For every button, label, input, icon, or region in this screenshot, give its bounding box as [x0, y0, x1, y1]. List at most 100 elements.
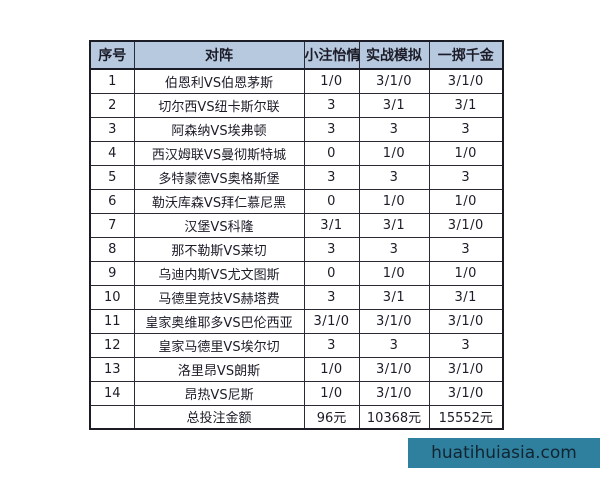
row-number-cell: 8	[89, 236, 135, 262]
row-number-cell: 1	[89, 68, 135, 94]
small-bet-value-cell: 3/1	[303, 212, 360, 238]
table-row: 14 昂热VS尼斯 1/0 3/1/0 3/1/0	[89, 380, 504, 406]
match-name-cell: 切尔西VS纽卡斯尔联	[133, 92, 305, 118]
match-name-cell: 伯恩利VS伯恩茅斯	[133, 68, 305, 94]
match-name-cell: 乌迪内斯VS尤文图斯	[133, 260, 305, 286]
match-name-cell: 洛里昂VS朗斯	[133, 356, 305, 382]
small-bet-value-cell: 3	[303, 236, 360, 262]
table-row: 6 勒沃库森VS拜仁慕尼黑 0 1/0 1/0	[89, 188, 504, 214]
table-row: 12 皇家马德里VS埃尔切 3 3 3	[89, 332, 504, 358]
table-row: 7 汉堡VS科隆 3/1 3/1 3/1/0	[89, 212, 504, 238]
match-name-cell: 那不勒斯VS莱切	[133, 236, 305, 262]
simulation-value-cell: 3/1/0	[358, 380, 430, 406]
big-bet-value-cell: 3/1	[428, 92, 504, 118]
simulation-value-cell: 3	[358, 164, 430, 190]
simulation-value-cell: 3	[358, 332, 430, 358]
header-small-bet: 小注怡情	[303, 40, 360, 70]
row-number-cell: 5	[89, 164, 135, 190]
match-name-cell: 汉堡VS科隆	[133, 212, 305, 238]
row-number-cell: 9	[89, 260, 135, 286]
row-number-cell: 14	[89, 380, 135, 406]
row-number-cell: 2	[89, 92, 135, 118]
row-number-cell: 3	[89, 116, 135, 142]
table-row: 1 伯恩利VS伯恩茅斯 1/0 3/1/0 3/1/0	[89, 68, 504, 94]
row-number-cell: 7	[89, 212, 135, 238]
row-number-cell: 12	[89, 332, 135, 358]
simulation-value-cell: 1/0	[358, 188, 430, 214]
table-row: 2 切尔西VS纽卡斯尔联 3 3/1 3/1	[89, 92, 504, 118]
big-bet-value-cell: 15552元	[428, 404, 504, 430]
table-row: 4 西汉姆联VS曼彻斯特城 0 1/0 1/0	[89, 140, 504, 166]
table-row: 8 那不勒斯VS莱切 3 3 3	[89, 236, 504, 262]
header-simulation: 实战模拟	[358, 40, 430, 70]
big-bet-value-cell: 3	[428, 236, 504, 262]
betting-table: 序号 对阵 小注怡情 实战模拟 一掷千金 1 伯恩利VS伯恩茅斯 1/0 3/1/0 3…	[89, 40, 504, 430]
simulation-value-cell: 3	[358, 116, 430, 142]
simulation-value-cell: 3/1	[358, 212, 430, 238]
table-row: 5 多特蒙德VS奥格斯堡 3 3 3	[89, 164, 504, 190]
row-number-cell: 4	[89, 140, 135, 166]
small-bet-value-cell: 3	[303, 284, 360, 310]
simulation-value-cell: 10368元	[358, 404, 430, 430]
small-bet-value-cell: 0	[303, 260, 360, 286]
table-header-row: 序号 对阵 小注怡情 实战模拟 一掷千金	[89, 40, 504, 70]
header-match: 对阵	[133, 40, 305, 70]
row-number-cell: 11	[89, 308, 135, 334]
big-bet-value-cell: 3	[428, 332, 504, 358]
big-bet-value-cell: 3/1/0	[428, 380, 504, 406]
big-bet-value-cell: 3	[428, 164, 504, 190]
small-bet-value-cell: 1/0	[303, 356, 360, 382]
match-name-cell: 皇家马德里VS埃尔切	[133, 332, 305, 358]
small-bet-value-cell: 3/1/0	[303, 308, 360, 334]
big-bet-value-cell: 1/0	[428, 188, 504, 214]
big-bet-value-cell: 1/0	[428, 140, 504, 166]
small-bet-value-cell: 1/0	[303, 68, 360, 94]
small-bet-value-cell: 3	[303, 92, 360, 118]
simulation-value-cell: 1/0	[358, 260, 430, 286]
big-bet-value-cell: 3/1/0	[428, 212, 504, 238]
simulation-value-cell: 3/1/0	[358, 68, 430, 94]
simulation-value-cell: 3	[358, 236, 430, 262]
match-name-cell: 勒沃库森VS拜仁慕尼黑	[133, 188, 305, 214]
simulation-value-cell: 3/1/0	[358, 308, 430, 334]
row-number-cell: 10	[89, 284, 135, 310]
row-number-cell: 6	[89, 188, 135, 214]
match-name-cell: 皇家奥维耶多VS巴伦西亚	[133, 308, 305, 334]
big-bet-value-cell: 3/1/0	[428, 308, 504, 334]
match-name-cell: 昂热VS尼斯	[133, 380, 305, 406]
header-big-bet: 一掷千金	[428, 40, 504, 70]
watermark-text: huatihuiasia.com	[431, 443, 577, 463]
small-bet-value-cell: 0	[303, 140, 360, 166]
big-bet-value-cell: 3	[428, 116, 504, 142]
table-body: 1 伯恩利VS伯恩茅斯 1/0 3/1/0 3/1/0 2 切尔西VS纽卡斯尔联 3 3/1 3/…	[89, 68, 504, 430]
simulation-value-cell: 3/1	[358, 92, 430, 118]
simulation-value-cell: 3/1	[358, 284, 430, 310]
big-bet-value-cell: 3/1/0	[428, 68, 504, 94]
big-bet-value-cell: 3/1/0	[428, 356, 504, 382]
table-row: 13 洛里昂VS朗斯 1/0 3/1/0 3/1/0	[89, 356, 504, 382]
small-bet-value-cell: 3	[303, 164, 360, 190]
small-bet-value-cell: 0	[303, 188, 360, 214]
row-number-cell: 13	[89, 356, 135, 382]
small-bet-value-cell: 1/0	[303, 380, 360, 406]
match-name-cell: 多特蒙德VS奥格斯堡	[133, 164, 305, 190]
table-row: 3 阿森纳VS埃弗顿 3 3 3	[89, 116, 504, 142]
table-row: 9 乌迪内斯VS尤文图斯 0 1/0 1/0	[89, 260, 504, 286]
table-row: 11 皇家奥维耶多VS巴伦西亚 3/1/0 3/1/0 3/1/0	[89, 308, 504, 334]
match-name-cell: 阿森纳VS埃弗顿	[133, 116, 305, 142]
match-name-cell: 西汉姆联VS曼彻斯特城	[133, 140, 305, 166]
simulation-value-cell: 3/1/0	[358, 356, 430, 382]
row-number-cell	[89, 404, 135, 430]
match-name-cell: 总投注金额	[133, 404, 305, 430]
simulation-value-cell: 1/0	[358, 140, 430, 166]
match-name-cell: 马德里竞技VS赫塔费	[133, 284, 305, 310]
table-row: 10 马德里竞技VS赫塔费 3 3/1 3/1	[89, 284, 504, 310]
big-bet-value-cell: 3/1	[428, 284, 504, 310]
total-row: 总投注金额 96元 10368元 15552元	[89, 404, 504, 430]
small-bet-value-cell: 3	[303, 116, 360, 142]
big-bet-value-cell: 1/0	[428, 260, 504, 286]
header-serial-number: 序号	[89, 40, 135, 70]
small-bet-value-cell: 3	[303, 332, 360, 358]
small-bet-value-cell: 96元	[303, 404, 360, 430]
